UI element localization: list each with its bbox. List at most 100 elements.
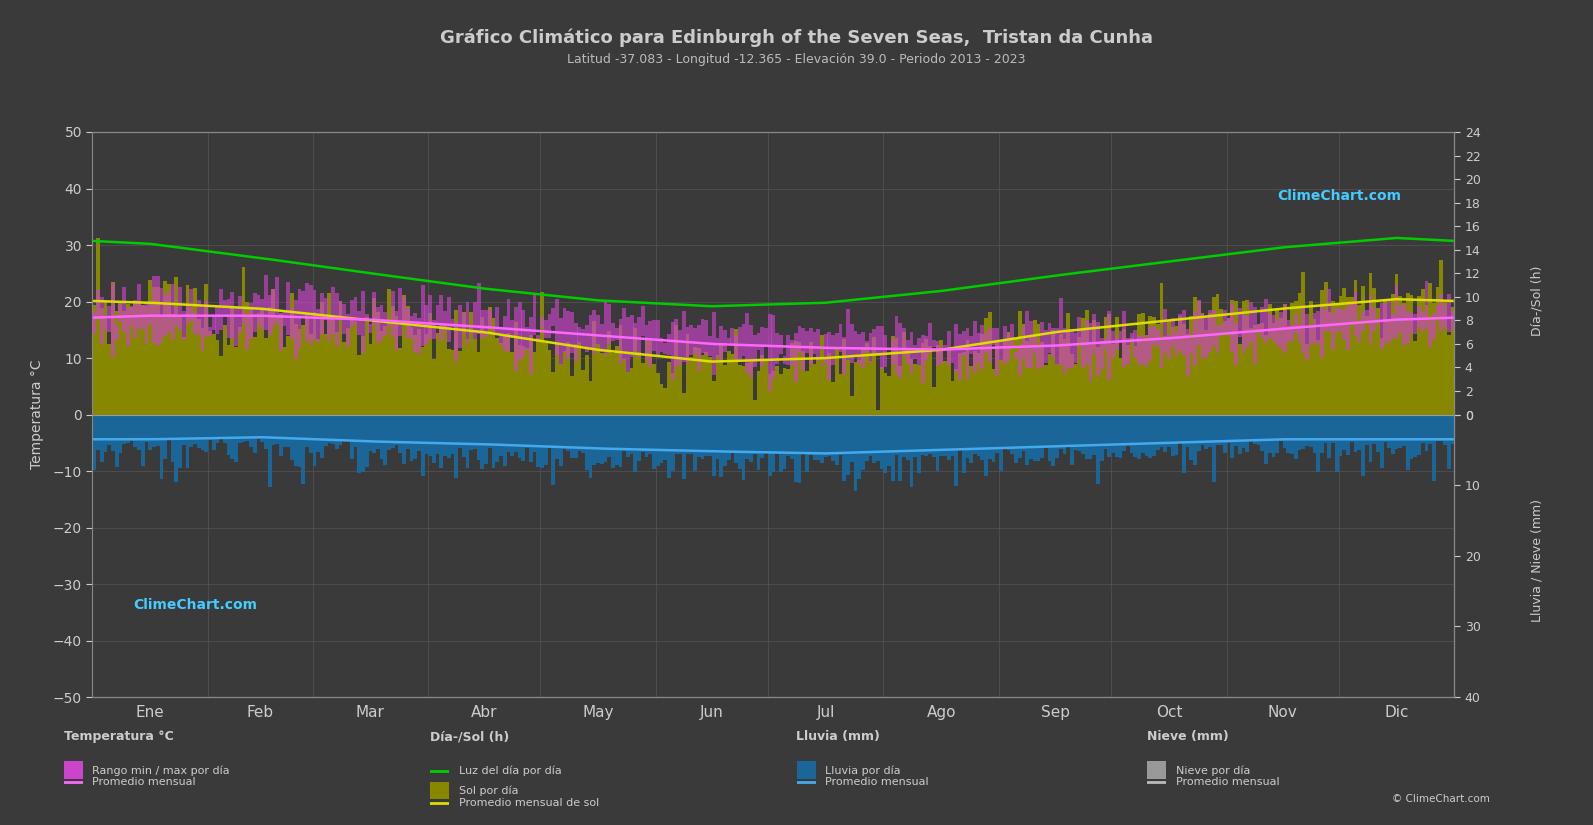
Bar xyxy=(459,414,462,448)
Bar xyxy=(186,285,190,414)
Bar xyxy=(1051,414,1055,466)
Bar xyxy=(1230,300,1235,414)
Bar xyxy=(481,414,484,469)
Bar xyxy=(379,414,384,459)
Bar xyxy=(242,414,245,442)
Bar xyxy=(462,312,465,414)
Bar xyxy=(529,335,532,414)
Bar xyxy=(287,282,290,335)
Bar xyxy=(1327,414,1332,458)
Bar xyxy=(618,318,623,364)
Bar xyxy=(1082,331,1085,368)
Bar xyxy=(1238,344,1243,414)
Bar xyxy=(209,328,212,336)
Bar xyxy=(242,307,245,323)
Bar xyxy=(940,414,943,456)
Bar xyxy=(223,414,226,443)
Bar xyxy=(476,414,481,460)
Bar xyxy=(634,328,637,414)
Bar xyxy=(1182,310,1185,356)
Bar xyxy=(245,302,249,414)
Bar xyxy=(832,334,835,365)
Bar xyxy=(1063,414,1066,454)
Bar xyxy=(999,341,1004,361)
Bar xyxy=(253,414,256,453)
Bar xyxy=(1391,295,1395,414)
Bar xyxy=(287,414,290,447)
Bar xyxy=(890,414,895,481)
Bar xyxy=(1118,414,1123,459)
Bar xyxy=(648,321,652,367)
Bar xyxy=(712,381,715,414)
Bar xyxy=(301,291,306,317)
Bar xyxy=(1376,318,1380,323)
Bar xyxy=(123,414,126,445)
Bar xyxy=(1201,414,1204,446)
Bar xyxy=(573,323,578,361)
Bar xyxy=(123,287,126,332)
Bar xyxy=(876,326,879,356)
Bar xyxy=(593,322,596,414)
Bar xyxy=(401,414,406,464)
Bar xyxy=(151,276,156,343)
Bar xyxy=(1066,414,1070,447)
Bar xyxy=(156,414,159,446)
Bar xyxy=(1294,300,1298,414)
Bar xyxy=(487,414,492,448)
Bar xyxy=(1413,342,1418,414)
Bar xyxy=(640,363,645,414)
Bar xyxy=(746,414,749,459)
Bar xyxy=(1287,319,1290,342)
Bar xyxy=(532,352,537,414)
Bar xyxy=(1157,414,1160,450)
Bar xyxy=(601,324,604,352)
Bar xyxy=(193,314,198,333)
Bar xyxy=(835,414,840,464)
Bar xyxy=(1207,309,1212,351)
Bar xyxy=(312,312,317,414)
Bar xyxy=(1043,414,1048,448)
Bar xyxy=(1265,335,1268,414)
Bar xyxy=(178,316,182,414)
Bar xyxy=(1301,272,1305,414)
Bar xyxy=(679,357,682,414)
Bar xyxy=(1207,313,1212,414)
Bar xyxy=(1321,304,1324,358)
Bar xyxy=(1126,345,1129,414)
Bar xyxy=(693,347,698,414)
Text: Gráfico Climático para Edinburgh of the Seven Seas,  Tristan da Cunha: Gráfico Climático para Edinburgh of the … xyxy=(440,29,1153,47)
Bar xyxy=(126,304,129,414)
Bar xyxy=(1421,312,1424,332)
Bar xyxy=(100,298,104,344)
Bar xyxy=(548,350,551,414)
Bar xyxy=(1015,414,1018,463)
Bar xyxy=(301,325,306,414)
Bar xyxy=(1110,331,1115,358)
Bar xyxy=(1309,414,1313,447)
Bar xyxy=(629,414,634,454)
Bar xyxy=(566,414,570,451)
Bar xyxy=(726,338,731,343)
Bar xyxy=(1407,312,1410,342)
Bar xyxy=(1048,354,1051,414)
Bar xyxy=(1418,306,1421,327)
Bar xyxy=(849,324,854,363)
Bar xyxy=(271,289,276,414)
Bar xyxy=(92,414,96,469)
Bar xyxy=(954,370,957,414)
Bar xyxy=(237,296,242,332)
Bar xyxy=(843,337,846,375)
Bar xyxy=(492,318,495,414)
Bar xyxy=(873,329,876,353)
Bar xyxy=(384,414,387,465)
Bar xyxy=(798,414,801,483)
Bar xyxy=(570,376,573,414)
Bar xyxy=(226,414,231,455)
Bar xyxy=(801,414,804,454)
Bar xyxy=(887,375,890,414)
Bar xyxy=(715,414,720,459)
Bar xyxy=(946,331,951,365)
Bar xyxy=(738,328,742,362)
Bar xyxy=(1099,341,1104,414)
Bar xyxy=(309,285,312,346)
